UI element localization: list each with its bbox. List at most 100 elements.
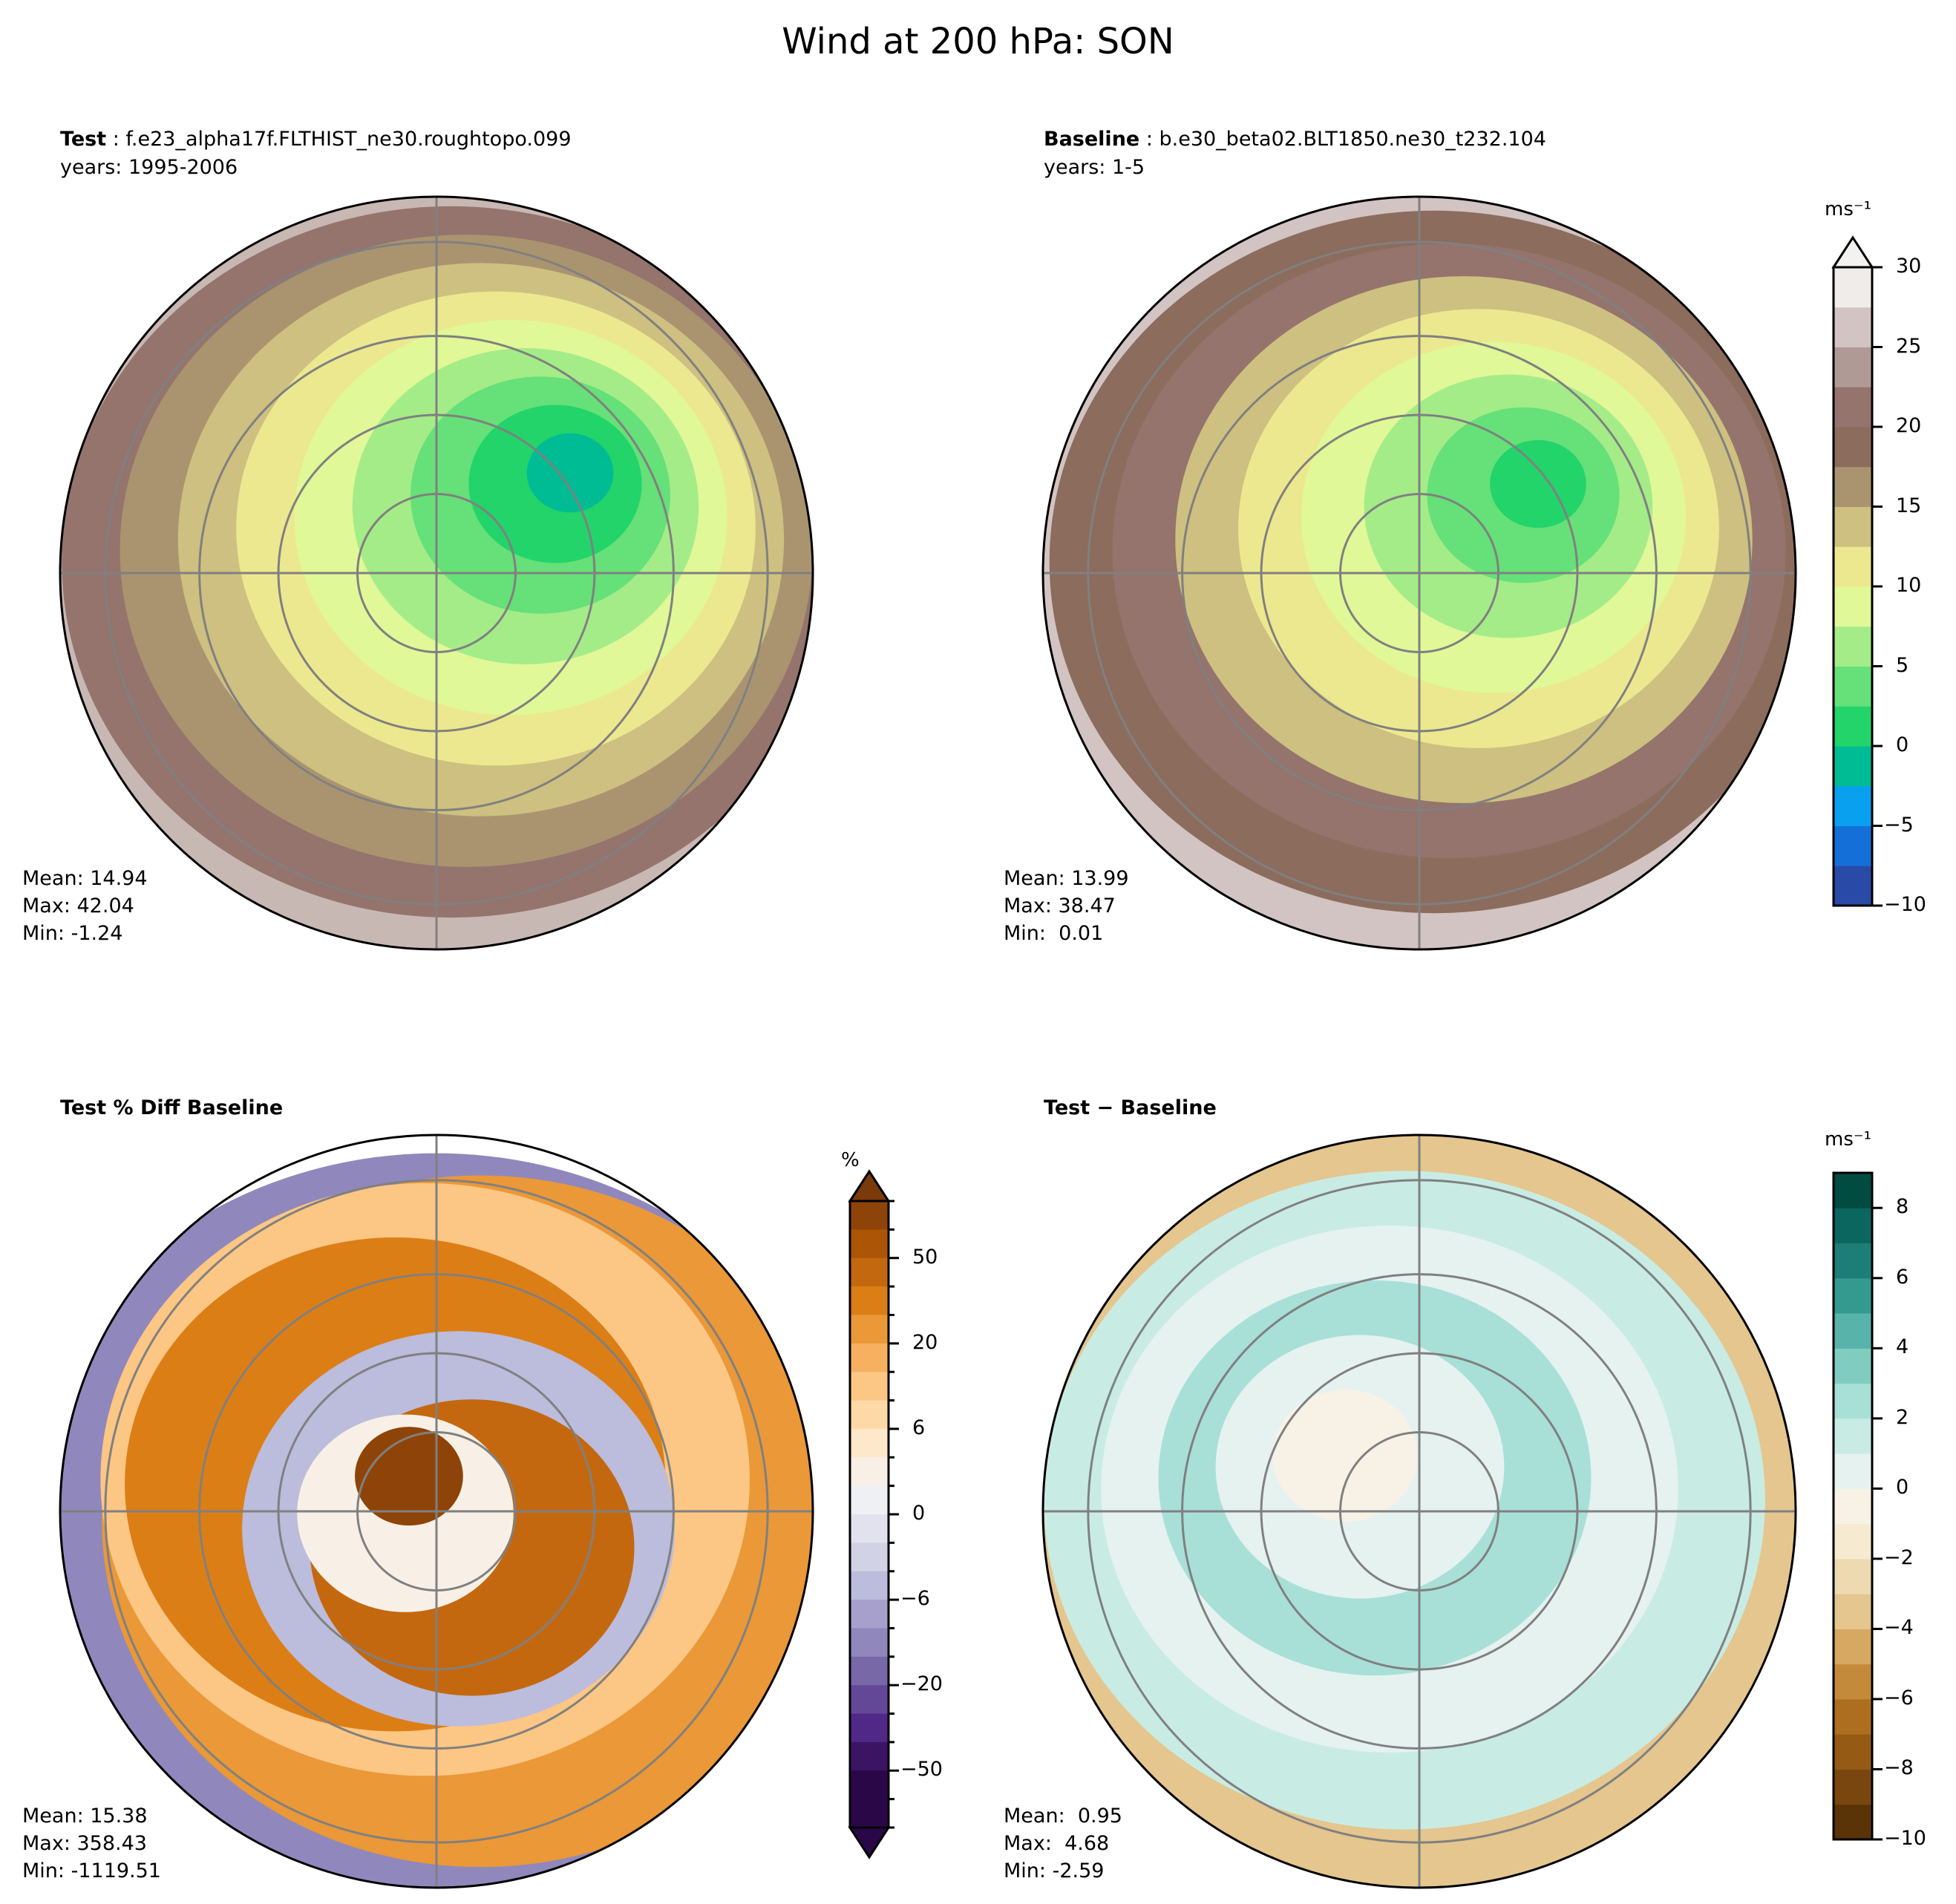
colorbar-band [850, 1257, 889, 1287]
polar-map-2 [1041, 195, 1797, 951]
colorbar-band [1834, 506, 1872, 547]
colorbar-band [1834, 746, 1872, 787]
colorbar-tick-label: 15 [1896, 494, 1922, 517]
panel-title-bold: Test % Diff Baseline [60, 1096, 284, 1119]
colorbar-band [1834, 666, 1872, 707]
colorbar-band [1834, 1313, 1872, 1349]
map-boundary [1041, 195, 1797, 951]
colorbar-band [1834, 1594, 1872, 1629]
colorbar-band [1834, 1173, 1872, 1208]
colorbar-band [1834, 1453, 1872, 1489]
map-boundary [1041, 1133, 1797, 1889]
polar-map-3 [59, 1133, 814, 1889]
colorbar-band [1834, 427, 1872, 468]
colorbar-tick-label: −10 [1884, 1827, 1926, 1850]
colorbar-band [1834, 626, 1872, 667]
colorbar-band [850, 1229, 889, 1259]
colorbar-tick-label: 20 [912, 1330, 938, 1354]
colorbar-band [1834, 1769, 1872, 1805]
colorbar-label: ms⁻¹ [1825, 198, 1872, 220]
panel-title-bold: Test [60, 128, 107, 151]
panel-stats: Mean: 0.95 Max: 4.68 Min: -2.59 [1004, 1805, 1122, 1882]
colorbar-tick-label: 2 [1896, 1405, 1909, 1429]
figure-title: Wind at 200 hPa: SON [782, 21, 1174, 62]
colorbar-band [1834, 785, 1872, 826]
panel-years: years: 1995-2006 [60, 156, 238, 179]
colorbar-band [1834, 1348, 1872, 1384]
colorbar-band [1834, 546, 1872, 587]
colorbar-band [1834, 1243, 1872, 1279]
colorbar-tick-label: 4 [1896, 1335, 1909, 1359]
colorbar-tick-label: 20 [1896, 414, 1922, 437]
colorbar-tick-label: −6 [1884, 1686, 1914, 1710]
colorbar-band [850, 1685, 889, 1715]
colorbar-band [850, 1600, 889, 1629]
colorbar-tick-label: −4 [1884, 1616, 1914, 1640]
panel-stats: Mean: 13.99 Max: 38.47 Min: 0.01 [1004, 867, 1129, 945]
colorbar-band [850, 1400, 889, 1430]
colorbar-band [1834, 1488, 1872, 1525]
panel-years: years: 1-5 [1044, 156, 1145, 179]
colorbar-band [1834, 307, 1872, 347]
colorbar-band [850, 1315, 889, 1344]
colorbar-tick-label: 0 [912, 1502, 926, 1525]
colorbar-band [1834, 1629, 1872, 1665]
colorbar-band [1834, 1277, 1872, 1314]
colorbar-band [850, 1713, 889, 1743]
colorbar-tick-label: 0 [1896, 733, 1909, 756]
panel-title-3: Test % Diff Baseline [60, 1096, 283, 1119]
panel-title-2: Baseline : b.e30_beta02.BLT1850.ne30_t23… [1044, 128, 1546, 151]
colorbar-tick-label: 8 [1896, 1195, 1909, 1219]
colorbar-tick-label: 30 [1896, 255, 1922, 278]
colorbar-band [850, 1571, 889, 1600]
contour-band [526, 433, 614, 513]
colorbar-2 [1831, 235, 1883, 907]
colorbar-band [850, 1457, 889, 1487]
colorbar-tick-label: −10 [1884, 893, 1926, 916]
colorbar-band [1834, 586, 1872, 627]
colorbar-band [1834, 1698, 1872, 1735]
colorbar-band [850, 1656, 889, 1686]
colorbar-band [850, 1428, 889, 1458]
colorbar-extend-min [848, 1826, 891, 1859]
colorbar-band [1834, 866, 1872, 906]
panel-title-case: : f.e23_alpha17f.FLTHIST_ne30.roughtopo.… [106, 128, 572, 151]
colorbar-extend [1831, 235, 1874, 269]
colorbar-label: ms⁻¹ [1825, 1128, 1872, 1151]
colorbar-band [1834, 1734, 1872, 1770]
colorbar-band [1834, 706, 1872, 747]
panel-title-4: Test − Baseline [1044, 1096, 1217, 1119]
colorbar-band [1834, 347, 1872, 387]
colorbar-band [1834, 1663, 1872, 1700]
colorbar-tick-label: −8 [1884, 1756, 1914, 1780]
colorbar-band [850, 1542, 889, 1572]
polar-map-1 [59, 195, 814, 951]
colorbar-extend-max [848, 1169, 891, 1203]
colorbar-tick-label: −50 [900, 1758, 943, 1782]
colorbar-tick-label: 6 [912, 1416, 926, 1439]
polar-map-4 [1041, 1133, 1797, 1889]
panel-title-case: : b.e30_beta02.BLT1850.ne30_t232.104 [1139, 128, 1546, 151]
colorbar-tick-label: 6 [1896, 1265, 1909, 1289]
colorbar-band [850, 1372, 889, 1401]
colorbar-tick-label: 0 [1896, 1476, 1909, 1499]
colorbar-band [1834, 1523, 1872, 1560]
colorbar-band [1834, 1804, 1872, 1840]
colorbar-band [1834, 466, 1872, 507]
colorbar-band [850, 1514, 889, 1543]
panel-stats: Mean: 15.38 Max: 358.43 Min: -1119.51 [22, 1805, 161, 1882]
colorbar-band [850, 1201, 889, 1230]
map-boundary [59, 1133, 814, 1889]
colorbar-3 [848, 1169, 899, 1859]
map-boundary [59, 195, 814, 951]
colorbar-band [850, 1770, 889, 1800]
colorbar-tick-label: 5 [1896, 653, 1909, 677]
colorbar-band [850, 1628, 889, 1658]
panel-title-bold: Baseline [1044, 128, 1140, 151]
colorbar-4 [1832, 1171, 1883, 1841]
colorbar-band [850, 1741, 889, 1771]
colorbar-label: % [841, 1149, 860, 1171]
colorbar-band [1834, 1558, 1872, 1594]
colorbar-band [850, 1286, 889, 1315]
